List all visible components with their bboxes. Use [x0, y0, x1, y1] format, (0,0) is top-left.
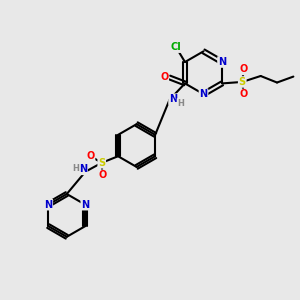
Text: O: O: [240, 64, 248, 74]
Text: O: O: [160, 73, 168, 82]
Text: N: N: [169, 94, 177, 104]
Text: N: N: [218, 57, 226, 67]
Text: S: S: [239, 77, 246, 87]
Text: S: S: [98, 158, 105, 168]
Text: N: N: [81, 200, 89, 210]
Text: N: N: [200, 89, 208, 99]
Text: O: O: [86, 151, 94, 161]
Text: H: H: [177, 99, 184, 108]
Text: N: N: [79, 164, 87, 174]
Text: Cl: Cl: [171, 42, 182, 52]
Text: O: O: [240, 89, 248, 99]
Text: O: O: [98, 170, 106, 180]
Text: H: H: [72, 164, 79, 172]
Text: N: N: [44, 200, 52, 210]
